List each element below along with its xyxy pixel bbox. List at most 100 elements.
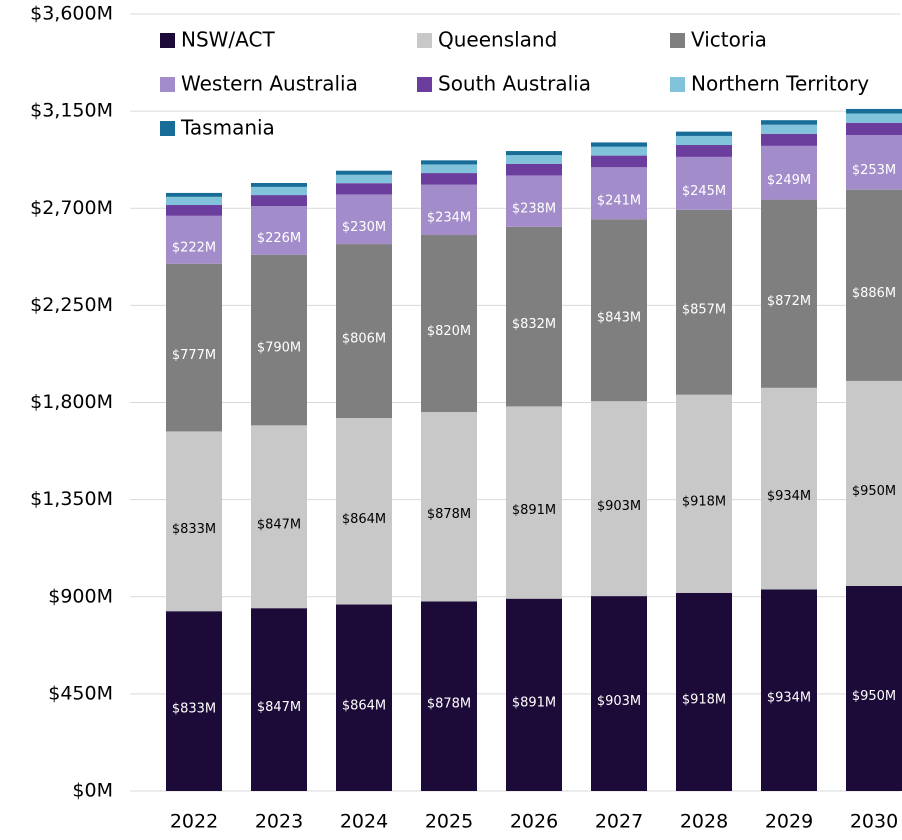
y-tick-label: $450M (48, 682, 113, 704)
legend-label: Victoria (691, 28, 767, 52)
x-tick-label: 2025 (425, 811, 473, 833)
y-tick-label: $1,800M (30, 391, 113, 413)
legend-label: Northern Territory (691, 72, 869, 96)
legend-swatch (670, 77, 685, 92)
y-tick-label: $1,350M (30, 488, 113, 510)
x-tick-label: 2027 (595, 811, 643, 833)
bar-segment (591, 401, 647, 597)
bar-segment (336, 174, 392, 184)
bar-segment (846, 380, 902, 586)
bar-segment (421, 160, 477, 165)
data-label: $226M (257, 231, 301, 246)
data-label: $891M (512, 503, 556, 518)
bar-segment (166, 611, 222, 791)
x-tick-label: 2026 (510, 811, 558, 833)
bar-segment (421, 411, 477, 602)
bar-segment (166, 196, 222, 206)
bar-segment (166, 205, 222, 216)
data-label: $918M (682, 692, 726, 707)
x-tick-label: 2030 (850, 811, 898, 833)
bar-segment (846, 585, 902, 791)
legend-label: NSW/ACT (181, 28, 275, 52)
bar-segment (251, 206, 307, 255)
x-tick-label: 2024 (340, 811, 388, 833)
data-label: $234M (427, 210, 471, 225)
bar-segment (846, 189, 902, 381)
data-label: $238M (512, 202, 556, 217)
x-tick-label: 2023 (255, 811, 303, 833)
bar-segment (336, 194, 392, 245)
bar-segment (421, 184, 477, 236)
x-tick-label: 2029 (765, 811, 813, 833)
bar-segment (336, 418, 392, 605)
bar-segment (336, 604, 392, 791)
data-label: $950M (852, 484, 896, 499)
bar-segment (761, 145, 817, 200)
data-label: $843M (597, 311, 641, 326)
legend-swatch (160, 77, 175, 92)
bar-segment (336, 183, 392, 195)
data-label: $864M (342, 512, 386, 527)
bar-segment (846, 122, 902, 136)
bar-segment (506, 151, 562, 156)
bar-segment (336, 244, 392, 419)
bar-segment (251, 254, 307, 426)
data-label: $934M (767, 489, 811, 504)
bar-segment (846, 113, 902, 123)
bar-segment (591, 146, 647, 156)
bar-segment (506, 226, 562, 407)
bar-segment (676, 145, 732, 157)
bar-segment (676, 156, 732, 210)
bar-segment (591, 219, 647, 402)
bar-segment (251, 425, 307, 609)
data-label: $903M (597, 694, 641, 709)
bar-segment (676, 135, 732, 146)
bar-segment (506, 155, 562, 164)
data-label: $777M (172, 348, 216, 363)
data-label: $872M (767, 294, 811, 309)
bar-segment (761, 120, 817, 125)
data-label: $903M (597, 499, 641, 514)
data-label: $820M (427, 324, 471, 339)
data-label: $857M (682, 303, 726, 318)
data-label: $878M (427, 697, 471, 712)
data-label: $886M (852, 286, 896, 301)
data-label: $934M (767, 691, 811, 706)
data-label: $832M (512, 317, 556, 332)
data-label: $847M (257, 700, 301, 715)
legend-swatch (160, 121, 175, 136)
bar-segment (676, 592, 732, 791)
data-label: $806M (342, 332, 386, 347)
y-tick-label: $3,600M (30, 3, 113, 25)
legend-label: Western Australia (181, 72, 358, 96)
bar-segment (846, 135, 902, 190)
bar-segment (166, 215, 222, 264)
bar-segment (251, 186, 307, 196)
bar-segment (506, 163, 562, 176)
y-tick-label: $2,700M (30, 197, 113, 219)
bar-segment (506, 175, 562, 227)
legend-swatch (670, 33, 685, 48)
bar-segment (591, 142, 647, 147)
data-label: $230M (342, 220, 386, 235)
data-label: $253M (852, 163, 896, 178)
data-label: $833M (172, 522, 216, 537)
legend-label: South Australia (438, 72, 591, 96)
legend-label: Tasmania (180, 116, 275, 140)
legend-swatch (160, 33, 175, 48)
bar-segment (506, 406, 562, 599)
bar-segment (166, 263, 222, 432)
bar-segment (251, 608, 307, 791)
bar-segment (506, 598, 562, 791)
data-label: $245M (682, 184, 726, 199)
data-label: $222M (172, 240, 216, 255)
data-label: $864M (342, 698, 386, 713)
data-label: $950M (852, 689, 896, 704)
data-label: $249M (767, 173, 811, 188)
bar-segment (676, 209, 732, 395)
bar-segment (676, 131, 732, 136)
bar-segment (336, 170, 392, 175)
bar-segment (761, 589, 817, 791)
bar-segment (761, 387, 817, 590)
